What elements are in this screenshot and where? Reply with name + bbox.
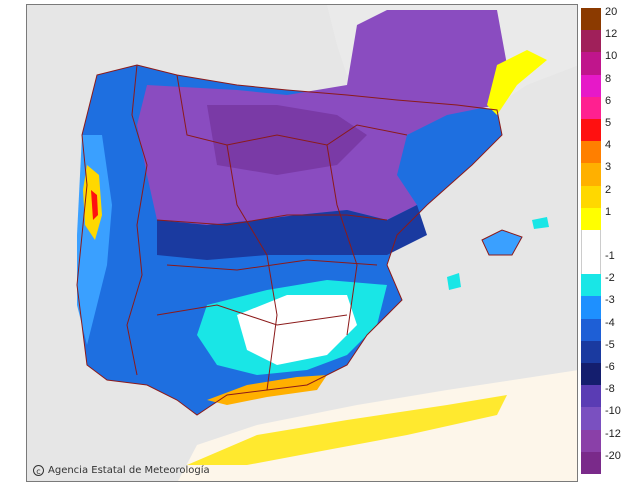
credit: c Agencia Estatal de Meteorología — [33, 465, 210, 476]
border-e — [226, 144, 278, 391]
africa-yellow-band — [187, 395, 507, 465]
legend-swatch — [581, 207, 601, 231]
region-borders — [76, 64, 523, 416]
legend-swatch — [581, 52, 601, 76]
legend-swatch — [581, 8, 601, 31]
legend-label: 12 — [605, 28, 618, 41]
legend-swatch — [581, 118, 601, 142]
legend-label: 4 — [605, 139, 612, 152]
legend-label: 10 — [605, 50, 618, 63]
map-frame: c Agencia Estatal de Meteorología — [26, 4, 578, 482]
balearic-menorca — [532, 217, 549, 229]
border-d — [156, 304, 348, 326]
legend-label: -5 — [605, 338, 615, 351]
color-legend: 20 12 10 8 6 5 4 3 2 1 -1 -2 -3 -4 -5 -6 -8 -10 -12 -20 — [581, 6, 630, 478]
legend-label: -20 — [605, 449, 621, 462]
legend-label: -3 — [605, 294, 615, 307]
legend-swatch — [581, 340, 601, 364]
legend-label: 3 — [605, 161, 612, 174]
legend-swatch — [581, 229, 601, 253]
balearic-ibiza — [447, 273, 461, 290]
legend-swatch — [581, 451, 601, 475]
border-a — [176, 74, 408, 146]
legend-swatch — [581, 252, 601, 275]
hot-portugal-coast — [91, 190, 98, 220]
legend-label: 20 — [605, 6, 618, 18]
legend-label: 8 — [605, 72, 612, 85]
legend-label: 5 — [605, 116, 612, 129]
legend-swatch — [581, 318, 601, 342]
temperature-map — [27, 5, 577, 481]
legend-label: 6 — [605, 94, 612, 107]
legend-swatch — [581, 185, 601, 209]
legend-swatch — [581, 163, 601, 187]
darkblue-band — [157, 205, 427, 260]
border-c — [166, 259, 378, 271]
legend-label: -12 — [605, 427, 621, 440]
legend-swatch — [581, 385, 601, 408]
legend-label: -1 — [605, 250, 615, 263]
mallorca-outline — [481, 229, 523, 256]
legend-swatch — [581, 30, 601, 53]
portugal-border — [126, 64, 148, 376]
legend-swatch — [581, 429, 601, 453]
legend-label: 2 — [605, 183, 612, 196]
legend-swatch — [581, 363, 601, 386]
legend-swatch — [581, 96, 601, 120]
border-f — [326, 144, 358, 336]
warm-northeast-coast — [487, 50, 547, 115]
legend-swatch — [581, 274, 601, 297]
balearic-mallorca — [482, 230, 522, 255]
white-south — [237, 295, 357, 365]
legend-label: 1 — [605, 205, 612, 218]
legend-swatch — [581, 141, 601, 164]
legend-swatch — [581, 407, 601, 431]
iberia-outline — [76, 64, 503, 416]
copyright-icon: c — [33, 465, 44, 476]
purple-core — [207, 105, 367, 175]
legend-label: -8 — [605, 383, 615, 396]
legend-swatch — [581, 296, 601, 320]
border-b — [156, 214, 388, 226]
legend-label: -2 — [605, 272, 615, 285]
legend-label: -10 — [605, 405, 621, 418]
legend-swatch — [581, 74, 601, 98]
legend-label: -6 — [605, 361, 615, 374]
legend-label: -4 — [605, 316, 615, 329]
credit-text: Agencia Estatal de Meteorología — [48, 465, 210, 476]
